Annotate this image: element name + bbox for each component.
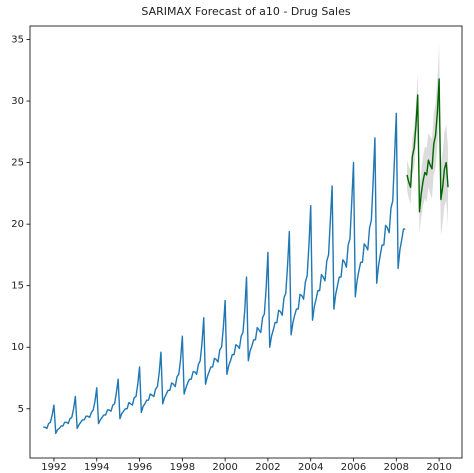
plot-frame — [29, 25, 463, 459]
y-tick-label: 20 — [11, 219, 24, 230]
x-tick-label: 1992 — [41, 462, 66, 473]
x-tick-label: 2004 — [298, 462, 323, 473]
x-tick-label: 2010 — [426, 462, 451, 473]
x-tick-label: 2002 — [255, 462, 280, 473]
y-tick-label: 10 — [11, 342, 24, 353]
y-tick-label: 35 — [11, 35, 24, 46]
y-tick-label: 5 — [18, 404, 24, 415]
x-tick-label: 2000 — [212, 462, 237, 473]
x-tick-label: 1998 — [170, 462, 195, 473]
data-line — [406, 78, 449, 213]
y-tick-label: 25 — [11, 158, 24, 169]
x-tick-label: 1996 — [127, 462, 152, 473]
x-tick-label: 2006 — [341, 462, 366, 473]
x-tick-label: 2008 — [384, 462, 409, 473]
chart-title: SARIMAX Forecast of a10 - Drug Sales — [141, 5, 350, 18]
y-tick-label: 30 — [11, 96, 24, 107]
confidence-band — [407, 44, 449, 236]
data-line — [43, 112, 406, 435]
y-tick-label: 15 — [11, 281, 24, 292]
x-tick-label: 1994 — [84, 462, 109, 473]
